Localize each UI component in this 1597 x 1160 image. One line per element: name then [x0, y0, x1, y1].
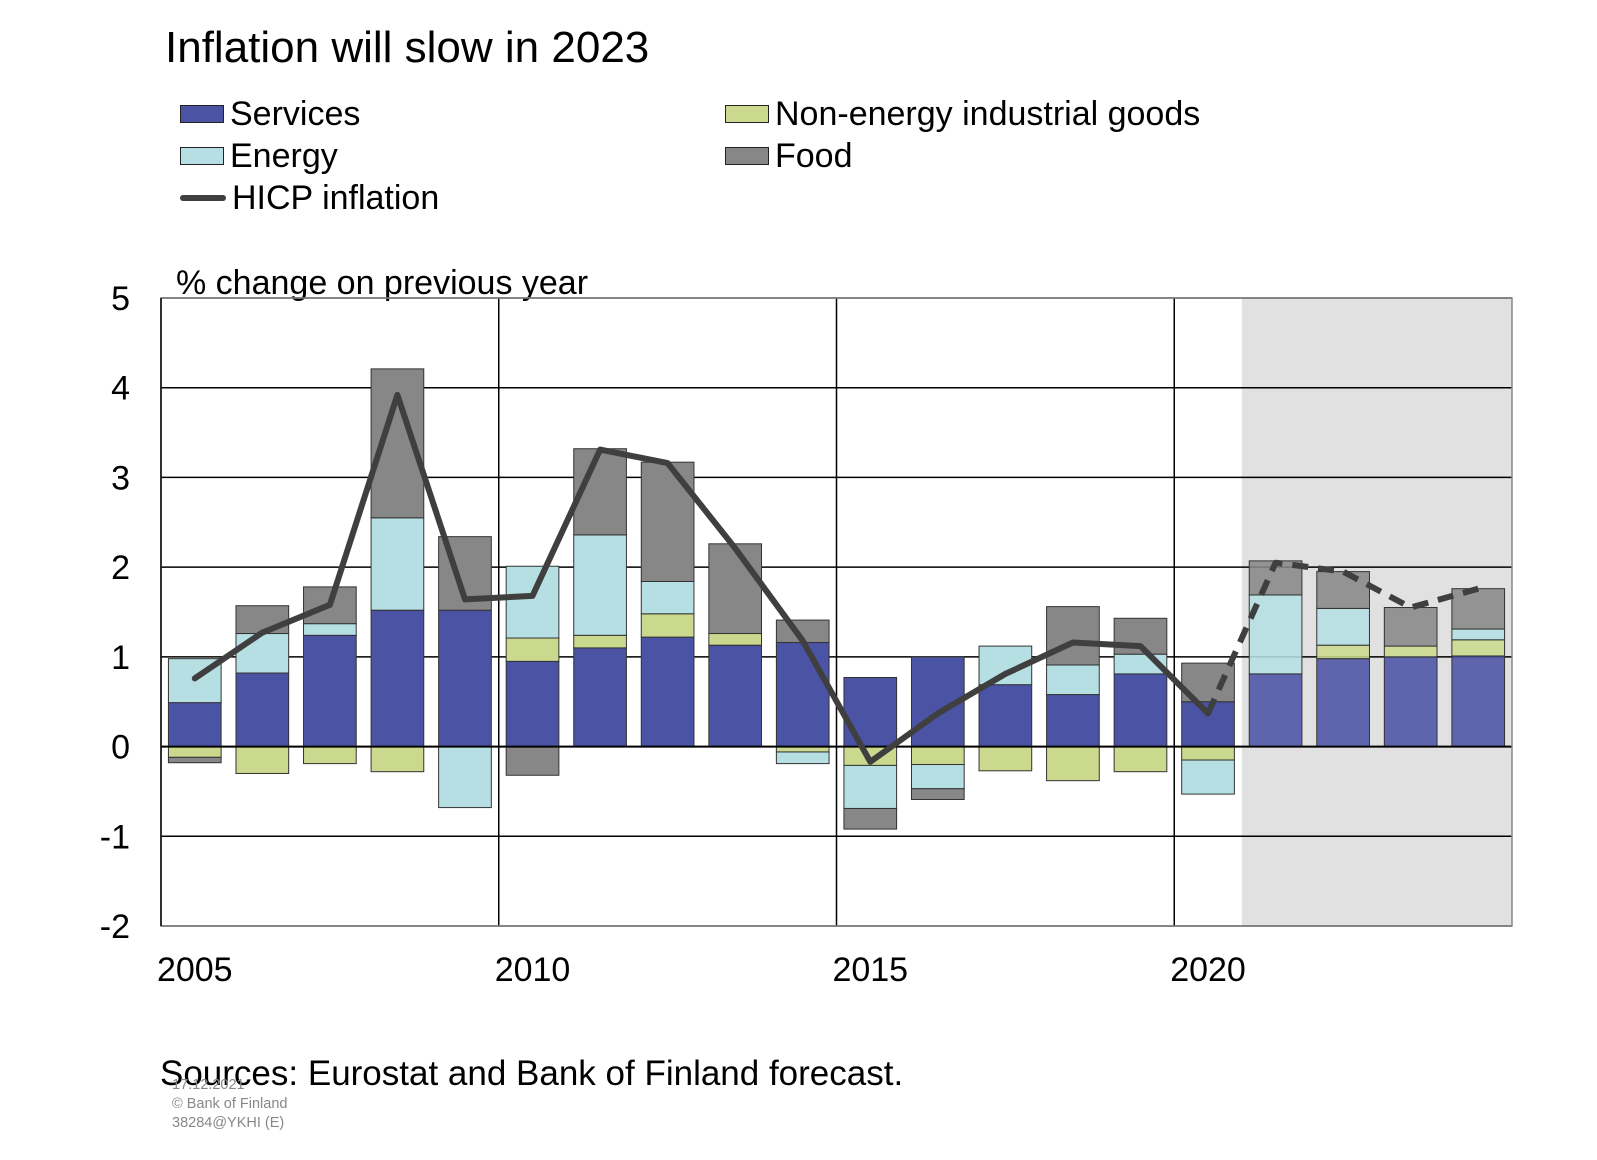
bar-energy: [505, 565, 560, 639]
y-tick-label: 5: [111, 280, 130, 318]
bar-food: [1046, 606, 1100, 666]
bar-neig: [910, 746, 965, 766]
legend-swatch-energy: [180, 147, 224, 165]
y-tick-label: 2: [111, 549, 130, 587]
bar-neig: [370, 746, 425, 773]
bar-services: [978, 684, 1033, 748]
legend-item-energy: Energy: [180, 139, 338, 173]
legend-item-hicp: HICP inflation: [180, 181, 439, 215]
bar-energy: [910, 764, 965, 790]
legend-swatch-food: [725, 147, 769, 165]
bar-energy: [573, 534, 627, 636]
bar-food: [910, 788, 965, 801]
bar-neig: [708, 633, 763, 646]
legend-label-energy: Energy: [230, 137, 338, 175]
y-tick-label: 4: [111, 370, 130, 408]
legend-swatch-hicp: [180, 195, 226, 201]
bar-energy: [978, 645, 1033, 686]
chart-code: 38284@YKHI (E): [172, 1115, 285, 1131]
y-axis-label: % change on previous year: [176, 264, 589, 302]
bar-services: [640, 636, 695, 748]
hicp-line: [191, 391, 1211, 765]
bar-neig: [1046, 746, 1100, 782]
x-tick-label: 2010: [495, 951, 571, 989]
chart-title: Inflation will slow in 2023: [165, 23, 650, 72]
bar-services: [303, 634, 357, 748]
bar-energy: [775, 751, 830, 765]
bar-energy: [640, 580, 695, 615]
bar-services: [1451, 655, 1506, 748]
bar-neig: [1451, 639, 1506, 657]
legend-swatch-services: [180, 105, 224, 123]
bar-services: [1113, 673, 1168, 748]
bar-energy: [843, 764, 898, 809]
x-tick-label: 2005: [157, 951, 233, 989]
x-tick-label: 2015: [832, 951, 908, 989]
bar-neig: [978, 746, 1033, 772]
bar-neig: [573, 634, 627, 649]
bar-services: [1248, 673, 1303, 748]
bar-neig: [167, 746, 222, 758]
bar-services: [505, 660, 560, 748]
bar-food: [843, 807, 898, 830]
y-tick-label: -1: [100, 818, 130, 856]
bar-energy: [1046, 664, 1100, 696]
bar-energy: [1181, 759, 1235, 795]
bar-food: [1316, 571, 1370, 609]
y-tick-label: 0: [111, 729, 130, 767]
bar-food: [235, 605, 290, 635]
bar-services: [573, 647, 627, 748]
bar-services: [843, 676, 898, 748]
legend-label-services: Services: [230, 95, 361, 133]
legend-label-neig: Non-energy industrial goods: [775, 95, 1201, 133]
legend-item-food: Food: [725, 139, 853, 173]
y-tick-label: 3: [111, 459, 130, 497]
y-tick-label: 1: [111, 639, 130, 677]
bar-neig: [1316, 644, 1370, 660]
bar-food: [505, 746, 560, 776]
bar-neig: [1113, 746, 1168, 773]
bar-energy: [438, 746, 492, 809]
bar-services: [438, 609, 492, 748]
bar-services: [1383, 656, 1438, 748]
bar-neig: [1383, 645, 1438, 658]
legend-item-neig: Non-energy industrial goods: [725, 97, 1200, 131]
bar-food: [708, 543, 763, 635]
y-tick-label: -2: [100, 908, 130, 946]
legend-item-services: Services: [180, 97, 360, 131]
bar-neig: [303, 746, 357, 765]
copyright-note: © Bank of Finland: [172, 1096, 288, 1112]
bar-energy: [1451, 628, 1506, 641]
legend-label-hicp: HICP inflation: [232, 179, 440, 217]
legend-label-food: Food: [775, 137, 853, 175]
bar-energy: [303, 623, 357, 636]
bar-neig: [1181, 746, 1235, 761]
bar-energy: [1316, 607, 1370, 646]
bar-neig: [235, 746, 290, 774]
bar-services: [167, 702, 222, 748]
bar-services: [235, 672, 290, 748]
bar-services: [708, 644, 763, 748]
bar-neig: [505, 637, 560, 662]
hicp-line-forecast: [1205, 559, 1480, 715]
bar-services: [1046, 694, 1100, 748]
bar-food: [1451, 588, 1506, 630]
bar-energy: [370, 517, 425, 611]
bar-food: [167, 756, 222, 764]
bar-energy: [235, 633, 290, 674]
bar-services: [1316, 658, 1370, 748]
sources-note: Sources: Eurostat and Bank of Finland fo…: [160, 1054, 904, 1093]
bar-neig: [640, 613, 695, 638]
x-tick-label: 2020: [1170, 951, 1246, 989]
bar-services: [370, 609, 425, 748]
bar-food: [1383, 607, 1438, 647]
bar-services: [775, 642, 830, 748]
publication-date: 17.12.2021: [172, 1077, 245, 1093]
legend-swatch-neig: [725, 105, 769, 123]
bar-food: [640, 461, 695, 582]
